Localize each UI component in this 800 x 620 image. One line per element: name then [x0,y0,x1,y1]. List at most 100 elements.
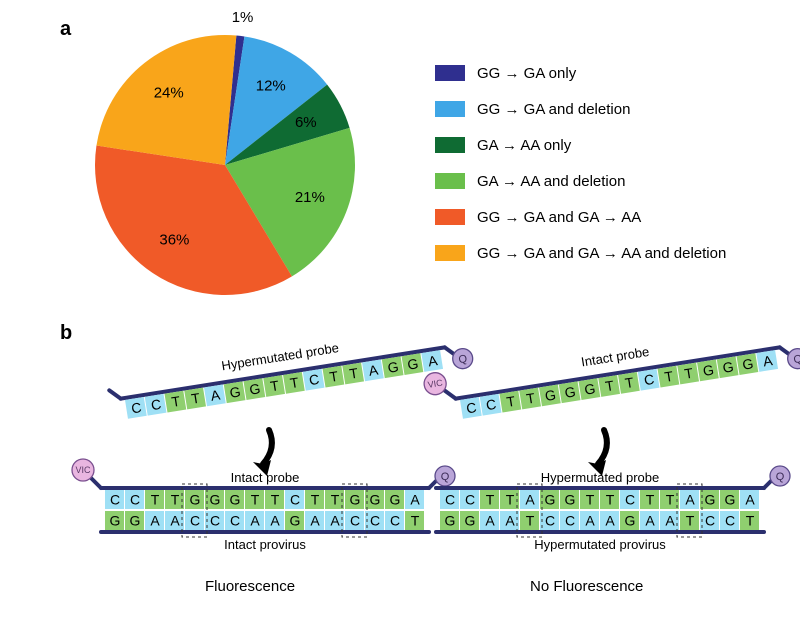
base-letter: A [745,491,755,507]
base-letter: A [505,512,515,528]
pie-slice-label: 12% [256,77,286,94]
base-letter: T [586,491,595,507]
base-letter: A [310,512,320,528]
arrow [598,430,607,464]
base-letter: A [605,512,615,528]
svg-text:Q: Q [776,471,785,483]
base-letter: C [210,512,220,528]
legend-row: GA → AA only [435,127,726,163]
legend-label: GA → AA and deletion [477,173,625,190]
base-letter: G [130,512,141,528]
pie-slice-label: 6% [295,114,317,131]
panel-caption: Fluorescence [205,578,295,595]
legend-row: GG → GA and GA → AA [435,199,726,235]
base-letter: A [150,512,160,528]
legend-row: GG → GA and deletion [435,91,726,127]
base-letter: T [526,512,535,528]
pie-slice-label: 24% [154,84,184,101]
base-letter: G [705,491,716,507]
svg-text:Q: Q [441,471,450,483]
base-letter: A [685,491,695,507]
provirus-label: Intact provirus [224,537,306,552]
base-letter: G [230,491,241,507]
base-letter: T [606,491,615,507]
base-letter: A [485,512,495,528]
base-letter: G [465,512,476,528]
svg-text:Q: Q [793,353,800,366]
base-letter: C [190,512,200,528]
base-letter: T [171,491,180,507]
base-letter: C [625,491,635,507]
legend-label: GG → GA and GA → AA and deletion [477,245,726,262]
vic-marker: VIC [72,459,94,481]
base-letter: A [330,512,340,528]
quencher-marker: Q [435,466,455,486]
base-letter: T [746,512,755,528]
base-letter: A [585,512,595,528]
svg-text:VIC: VIC [75,465,91,475]
base-letter: C [465,491,475,507]
base-letter: A [645,512,655,528]
legend-swatch [435,209,465,225]
base-letter: G [350,491,361,507]
panel-b: CCTTAGGTTCTTAGGAQHypermutated probeIntac… [0,320,800,620]
legend-label: GG → GA only [477,65,576,82]
pie-slice-label: 36% [159,232,189,249]
base-letter: C [545,512,555,528]
base-letter: G [725,491,736,507]
base-letter: A [665,512,675,528]
base-letter: G [370,491,381,507]
base-letter: G [545,491,556,507]
base-letter: G [625,512,636,528]
base-letter: G [110,512,121,528]
base-letter: G [445,512,456,528]
base-letter: C [445,491,455,507]
legend-swatch [435,101,465,117]
quencher-marker: Q [770,466,790,486]
panel-caption: No Fluorescence [530,578,643,595]
provirus-label: Hypermutated provirus [534,537,666,552]
base-letter: T [311,491,320,507]
base-letter: G [390,491,401,507]
legend-row: GG → GA and GA → AA and deletion [435,235,726,271]
legend: GG → GA only GG → GA and deletion GA → AA … [435,55,726,271]
arrow [263,430,272,464]
base-letter: C [230,512,240,528]
quencher-marker: Q [786,347,800,370]
pie-slice-label: 1% [232,9,254,26]
base-letter: T [486,491,495,507]
legend-swatch [435,173,465,189]
legend-label: GG → GA and deletion [477,101,630,118]
base-letter: T [151,491,160,507]
base-letter: T [506,491,515,507]
base-letter: T [666,491,675,507]
base-letter: A [410,491,420,507]
base-letter: C [290,491,300,507]
legend-row: GG → GA only [435,55,726,91]
probe-label: Hypermutated probe [541,470,660,485]
base-letter: A [250,512,260,528]
base-letter: A [170,512,180,528]
probe-label: Intact probe [231,470,300,485]
base-letter: T [331,491,340,507]
legend-swatch [435,245,465,261]
base-letter: T [411,512,420,528]
base-letter: C [370,512,380,528]
legend-swatch [435,65,465,81]
base-letter: T [686,512,695,528]
base-letter: C [390,512,400,528]
base-letter: T [251,491,260,507]
probe-label: Intact probe [580,344,650,370]
quencher-marker: Q [451,347,474,370]
base-letter: A [270,512,280,528]
legend-label: GA → AA only [477,137,571,154]
base-letter: G [290,512,301,528]
base-letter: C [725,512,735,528]
base-letter: C [110,491,120,507]
legend-swatch [435,137,465,153]
base-letter: C [130,491,140,507]
legend-label: GG → GA and GA → AA [477,209,641,226]
base-letter: A [525,491,535,507]
base-letter: G [210,491,221,507]
base-letter: C [350,512,360,528]
